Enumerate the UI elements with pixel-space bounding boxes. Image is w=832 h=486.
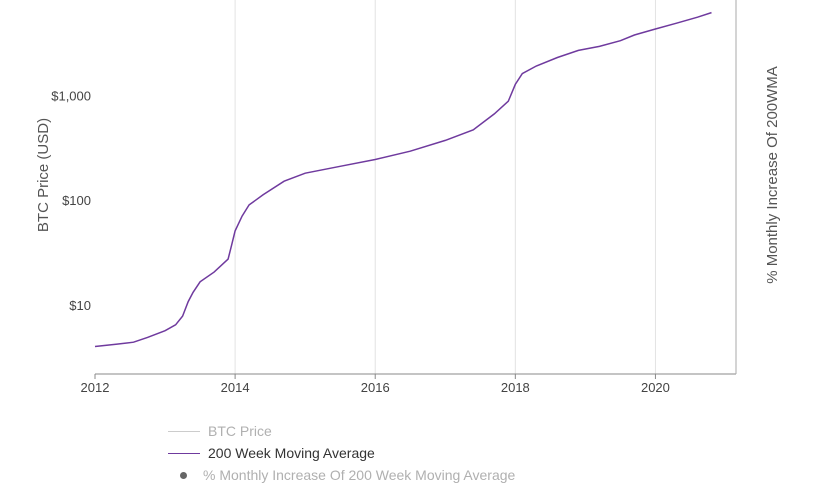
chart: 2012 2014 2016 2018 2020 $10 $100 $1,000 BTC P… — [35, 0, 781, 395]
y-tick-labels: $10 $100 $1,000 — [51, 88, 91, 313]
series-line-200-week-moving-average — [94, 11, 712, 348]
legend-swatch-btc-price — [168, 430, 200, 432]
x-tick-label: 2014 — [221, 380, 250, 395]
x-tick-label: 2020 — [641, 380, 670, 395]
legend-swatch-200-week-moving-average — [168, 452, 200, 454]
grid-lines — [234, 0, 656, 374]
y-axis-title: BTC Price (USD) — [35, 118, 52, 232]
legend-item-btc-price[interactable]: BTC Price — [168, 420, 515, 442]
y-tick-label: $1,000 — [51, 88, 91, 103]
x-tick-labels: 2012 2014 2016 2018 2020 — [81, 374, 670, 395]
legend-label-monthly-increase: % Monthly Increase Of 200 Week Moving Av… — [203, 467, 516, 483]
x-tick-label: 2018 — [501, 380, 530, 395]
legend-label-btc-price: BTC Price — [208, 423, 272, 439]
y-tick-label: $100 — [62, 193, 91, 208]
legend-label-200-week-moving-average: 200 Week Moving Average — [208, 445, 375, 461]
secondary-y-axis-title: % Monthly Increase Of 200WMA — [764, 66, 781, 284]
legend: BTC Price 200 Week Moving Average % Mont… — [168, 420, 515, 486]
x-tick-label: 2012 — [81, 380, 110, 395]
y-tick-label: $10 — [69, 298, 91, 313]
x-tick-label: 2016 — [361, 380, 390, 395]
legend-item-200-week-moving-average[interactable]: 200 Week Moving Average — [168, 442, 515, 464]
legend-item-monthly-increase[interactable]: % Monthly Increase Of 200 Week Moving Av… — [168, 464, 515, 486]
legend-swatch-monthly-increase — [180, 471, 187, 479]
